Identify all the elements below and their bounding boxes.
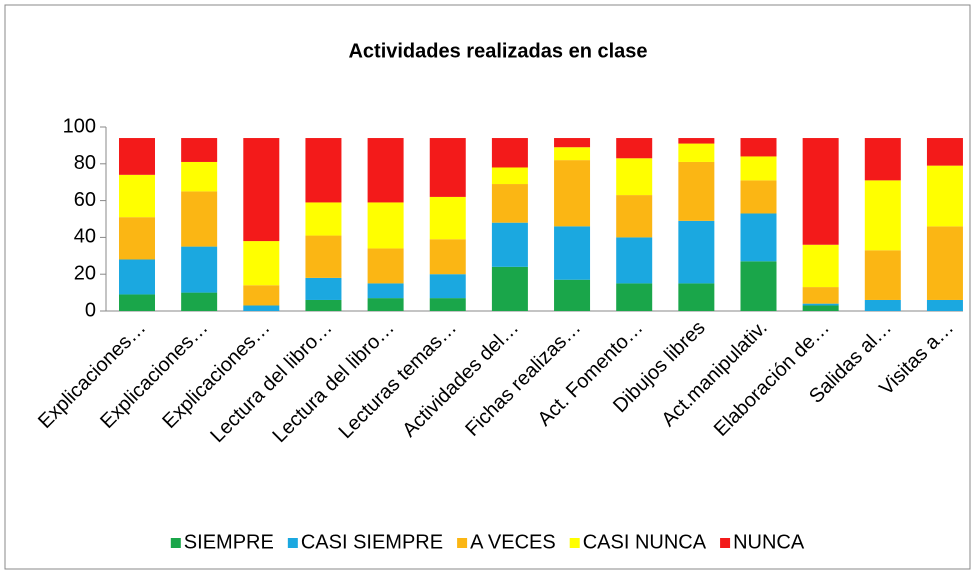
bar-segment (243, 285, 280, 306)
bar-segment (802, 305, 839, 311)
bar-segment (740, 156, 777, 181)
bar-segment (740, 261, 777, 311)
bar-segment (491, 266, 528, 311)
bar-segment (554, 147, 591, 161)
bar-segment (678, 138, 715, 144)
bar-segment (740, 138, 777, 157)
bar-segment (616, 138, 653, 159)
bar-segment (429, 298, 466, 311)
bar-segment (429, 239, 466, 275)
legend-swatch (170, 538, 181, 548)
y-tick-label: 40 (74, 226, 96, 248)
bar-segment (429, 196, 466, 240)
bar-segment (119, 217, 155, 260)
legend-label: SIEMPRE (184, 531, 274, 553)
bar-segment (181, 191, 218, 247)
bar-segment (554, 226, 591, 280)
bar-segment (367, 283, 404, 299)
y-tick-label: 0 (85, 299, 96, 321)
y-tick-label: 60 (74, 189, 96, 211)
bar-segment (616, 195, 653, 238)
bar-segment (491, 184, 528, 223)
bar-segment (864, 138, 901, 181)
bar-segment (926, 299, 963, 311)
bar-segment (802, 287, 839, 304)
legend-label: NUNCA (733, 531, 805, 553)
bar-segment (926, 226, 963, 300)
bar-segment (181, 161, 218, 192)
bar-segment (554, 138, 591, 148)
legend-swatch (720, 538, 731, 548)
bar-segment (678, 220, 715, 284)
legend-label: CASI NUNCA (583, 531, 707, 553)
bar-segment (367, 138, 404, 203)
y-tick-label: 20 (74, 262, 96, 284)
bar-segment (491, 138, 528, 168)
bar-segment (864, 250, 901, 300)
bar-segment (864, 180, 901, 251)
bar-segment (740, 213, 777, 262)
bar-segment (678, 161, 715, 221)
bar-segment (305, 277, 342, 300)
bar-segment (802, 138, 839, 245)
bar-segment (678, 283, 715, 311)
bar-segment (491, 222, 528, 267)
bar-segment (119, 294, 155, 311)
legend: SIEMPRE CASI SIEMPRE A VECES CASI NUNCA NUNC… (170, 531, 805, 553)
bar-segment (181, 246, 218, 293)
bar-segment (926, 138, 963, 166)
bar-segment (305, 202, 342, 236)
bar-segment (678, 143, 715, 162)
bar-segment (181, 138, 218, 162)
bar-segment (802, 244, 839, 288)
chart-title: Actividades realizadas en clase (348, 40, 647, 62)
legend-label: A VECES (470, 531, 556, 553)
bar-segment (429, 138, 466, 197)
bar-segment (554, 160, 591, 227)
bar-segment (491, 167, 528, 185)
bar-segment (926, 165, 963, 227)
bar-segment (616, 237, 653, 284)
y-tick-label: 80 (74, 152, 96, 174)
bar-segment (119, 174, 155, 218)
bar-segment (367, 202, 404, 249)
bar-segment (554, 279, 591, 311)
bar-segment (864, 299, 901, 311)
bar-segment (119, 138, 155, 175)
legend-swatch (457, 538, 468, 548)
bar-segment (802, 303, 839, 306)
bar-segment (429, 274, 466, 299)
bar-segment (305, 299, 342, 311)
bar-segment (243, 305, 280, 311)
bar-segment (119, 259, 155, 295)
bar-segment (243, 138, 280, 242)
bar-segment (616, 283, 653, 311)
legend-swatch (569, 538, 580, 548)
bar-segment (367, 248, 404, 284)
bar-segment (305, 138, 342, 203)
legend-swatch (287, 538, 298, 548)
bar-segment (243, 241, 280, 286)
bar-segment (181, 292, 218, 311)
y-tick-label: 100 (63, 115, 96, 137)
bar-segment (616, 158, 653, 196)
bar-segment (367, 298, 404, 311)
bar-segment (305, 235, 342, 278)
bar-segment (740, 180, 777, 214)
legend-label: CASI SIEMPRE (301, 531, 443, 553)
